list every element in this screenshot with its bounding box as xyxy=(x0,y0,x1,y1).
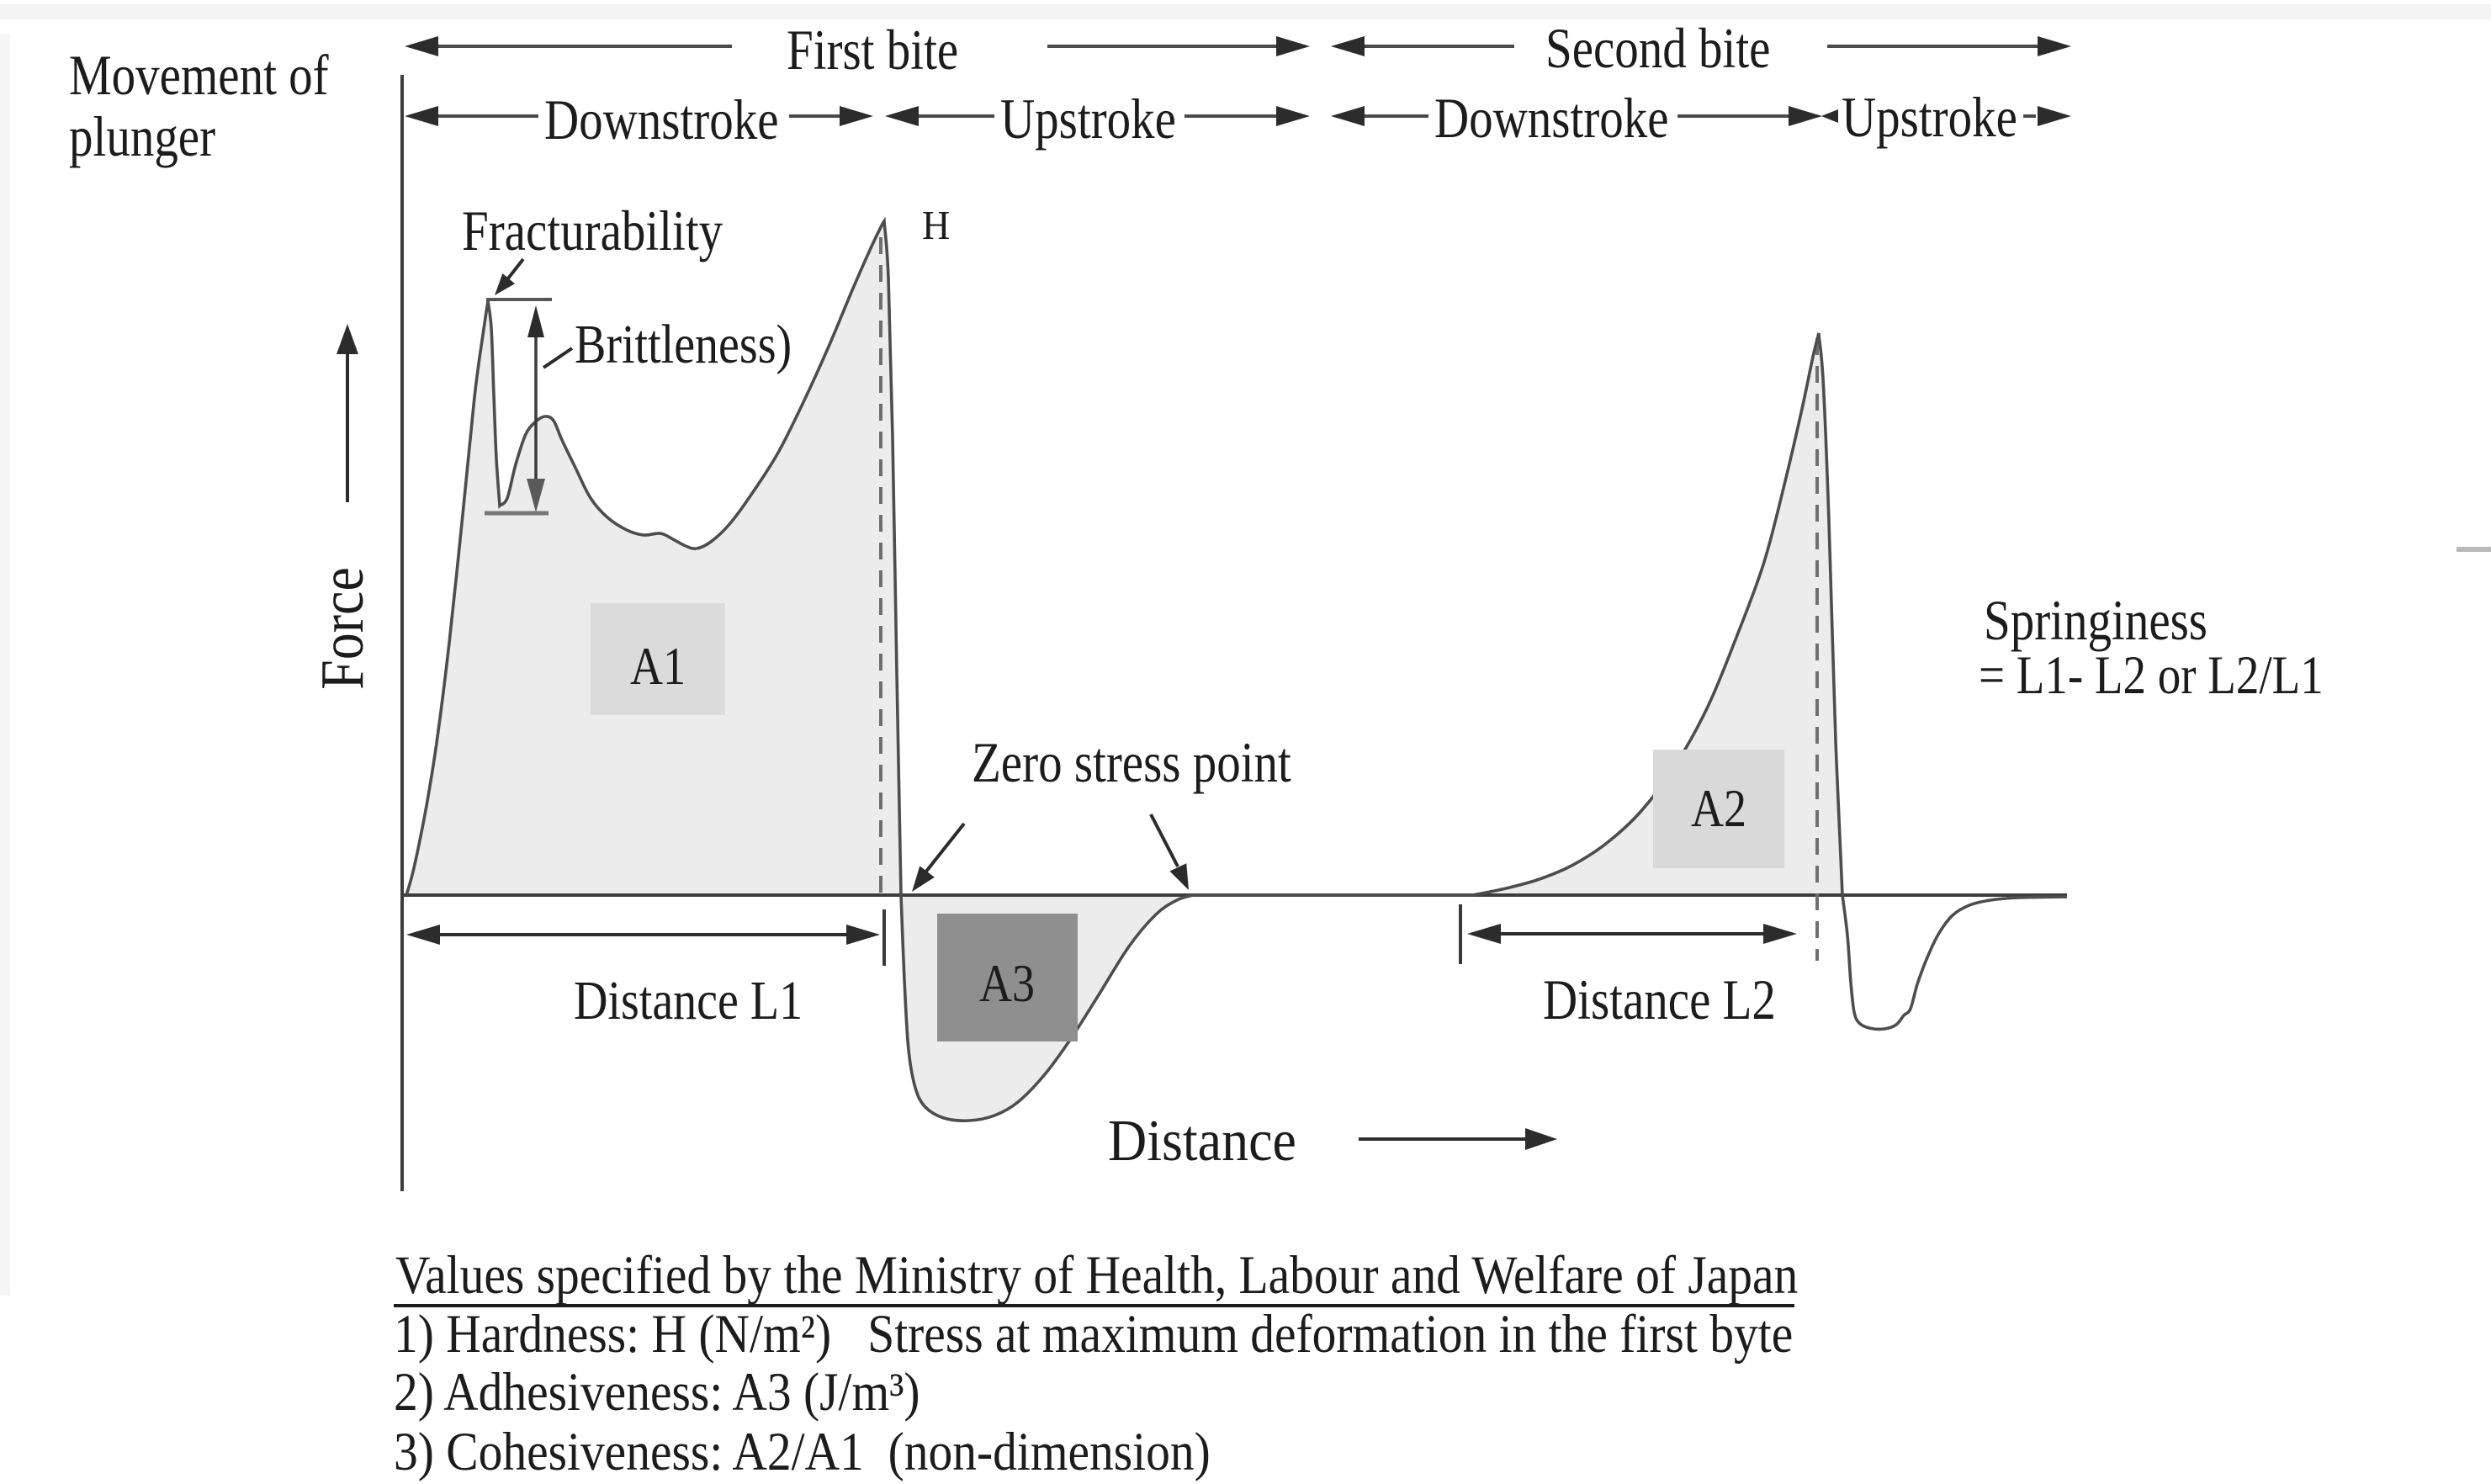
svg-text:A1: A1 xyxy=(630,636,686,696)
svg-text:Values specified by the Minist: Values specified by the Ministry of Heal… xyxy=(395,1246,1798,1306)
svg-text:Distance L2: Distance L2 xyxy=(1543,969,1776,1031)
svg-text:Downstroke: Downstroke xyxy=(1434,87,1669,150)
svg-text:Second bite: Second bite xyxy=(1545,18,1770,80)
svg-text:Force: Force xyxy=(308,567,376,690)
svg-text:Downstroke: Downstroke xyxy=(544,89,779,151)
svg-text:H: H xyxy=(922,204,950,248)
svg-text:3) Cohesiveness: A2/A1 (non-di: 3) Cohesiveness: A2/A1 (non-dimension) xyxy=(394,1423,1211,1482)
svg-text:Distance L1: Distance L1 xyxy=(574,970,803,1031)
svg-text:Distance: Distance xyxy=(1108,1107,1296,1173)
svg-text:First bite: First bite xyxy=(787,19,958,82)
svg-text:A2: A2 xyxy=(1691,778,1746,838)
svg-text:Movement of: Movement of xyxy=(69,45,329,107)
svg-text:2) Adhesiveness: A3 (J/m³): 2) Adhesiveness: A3 (J/m³) xyxy=(394,1363,920,1423)
svg-text:1) Hardness: H (N/m²) Stress: 1) Hardness: H (N/m²) Stress at maximum … xyxy=(394,1305,1793,1365)
svg-text:Fracturability: Fracturability xyxy=(462,200,723,262)
svg-text:Upstroke: Upstroke xyxy=(1842,87,2017,149)
svg-text:= L1- L2 or L2/L1: = L1- L2 or L2/L1 xyxy=(1979,645,2324,706)
svg-text:Zero stress point: Zero stress point xyxy=(972,732,1291,794)
svg-text:Springiness: Springiness xyxy=(1984,590,2207,652)
svg-text:A3: A3 xyxy=(979,953,1035,1013)
svg-text:Brittleness): Brittleness) xyxy=(575,314,792,375)
svg-text:plunger: plunger xyxy=(69,106,215,168)
svg-text:Upstroke: Upstroke xyxy=(1000,88,1176,151)
